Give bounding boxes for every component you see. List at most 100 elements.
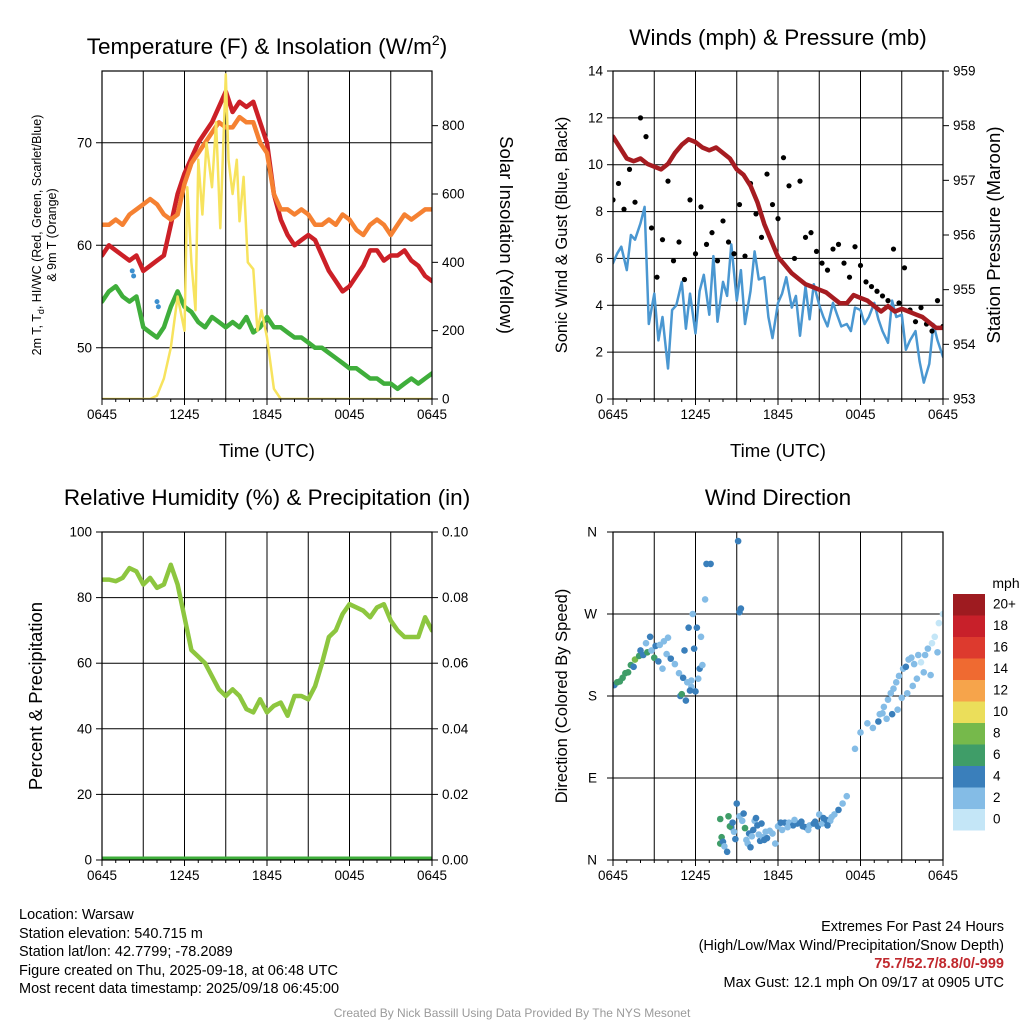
right-y-tick-label: 0.10 — [442, 525, 468, 540]
colorbar-label: 16 — [993, 640, 1008, 655]
colorbar-label: 10 — [993, 704, 1008, 719]
left-y-tick-label: 80 — [77, 590, 92, 605]
left-y-tick-label: 60 — [77, 238, 92, 253]
direction-point — [694, 675, 702, 682]
direction-point — [749, 826, 757, 834]
hi-wc-point — [129, 268, 135, 274]
gust-point — [736, 201, 743, 208]
direction-point — [769, 830, 776, 837]
gust-point — [879, 293, 886, 299]
direction-point — [663, 650, 670, 658]
gust-point — [846, 274, 853, 280]
direction-point — [681, 647, 688, 654]
left-y-tick-label: 10 — [588, 157, 603, 172]
y-tick-label: S — [588, 689, 597, 704]
direction-point — [679, 674, 687, 682]
direction-point — [909, 682, 917, 690]
direction-point — [738, 817, 746, 825]
x-tick-label: 0645 — [417, 407, 447, 422]
direction-point — [876, 710, 884, 718]
gust-point — [835, 241, 842, 247]
x-tick-label: 0645 — [87, 407, 117, 422]
y-tick-label: W — [584, 607, 597, 622]
gust-point — [791, 255, 798, 262]
direction-point — [740, 810, 747, 817]
plot-border — [612, 531, 944, 861]
x-tick-label: 0645 — [928, 868, 958, 883]
direction-point — [811, 818, 819, 826]
x-tick-label: 0645 — [598, 407, 628, 422]
2m-t-line — [102, 89, 432, 294]
9m-t-line — [102, 114, 432, 238]
wind-x-label: Time (UTC) — [730, 440, 826, 461]
most-recent-timestamp: Most recent data timestamp: 2025/09/18 0… — [19, 981, 340, 998]
rh-y-left-label: Percent & Precipitation — [25, 602, 46, 790]
direction-point — [655, 658, 662, 665]
right-y-tick-label: 800 — [442, 118, 465, 133]
direction-point — [675, 669, 683, 677]
direction-point — [778, 826, 786, 834]
series-layer — [613, 115, 943, 384]
direction-point — [875, 718, 882, 725]
solar-insolation-line — [102, 73, 432, 399]
direction-point — [934, 648, 941, 656]
direction-point — [697, 633, 705, 641]
direction-point — [939, 610, 943, 618]
direction-point — [914, 651, 922, 659]
wind-y-left-label: Sonic Wind & Gust (Blue, Black) — [553, 117, 571, 354]
station-info: Location: Warsaw Station elevation: 540.… — [19, 906, 339, 999]
gust-point — [687, 197, 693, 203]
direction-point — [903, 689, 911, 697]
direction-point — [748, 833, 756, 840]
gust-point — [615, 180, 622, 187]
gust-point — [824, 267, 831, 273]
gust-point — [901, 265, 908, 271]
gust-point — [819, 260, 825, 266]
y-tick-label: N — [587, 853, 597, 868]
left-y-tick-label: 70 — [77, 135, 92, 150]
y-tick-label: N — [587, 525, 597, 540]
left-y-tick-label: 6 — [595, 251, 603, 266]
direction-point — [762, 828, 769, 836]
left-y-tick-label: 4 — [595, 298, 603, 313]
direction-point — [857, 729, 864, 736]
direction-point — [839, 800, 846, 807]
gust-point — [929, 328, 935, 334]
temp-panel-title: Temperature (F) & Insolation (W/m2) — [87, 32, 447, 59]
direction-point — [725, 812, 732, 820]
direction-point — [869, 724, 877, 732]
gust-point — [681, 276, 688, 283]
direction-point — [828, 813, 835, 821]
colorbar-swatch — [953, 658, 985, 680]
sonic-wind-line — [613, 205, 943, 384]
direction-point — [928, 639, 936, 647]
direction-point — [895, 672, 903, 680]
gust-point — [626, 166, 633, 172]
direction-point — [820, 814, 827, 822]
x-tick-label: 0645 — [928, 407, 958, 422]
gust-point — [758, 234, 765, 240]
temperature-chart: 0645 1245 1845 0045 0645 50 60 70 0 200 400 600 800 — [77, 70, 465, 422]
left-y-tick-label: 100 — [69, 525, 92, 540]
direction-point — [732, 835, 739, 843]
left-y-tick-label: 12 — [588, 110, 603, 125]
max-gust: Max Gust: 12.1 mph On 09/17 at 0905 UTC — [723, 974, 1004, 991]
gust-point — [874, 288, 880, 294]
gust-point — [802, 234, 809, 240]
colorbar-label: 8 — [993, 726, 1001, 741]
gust-point — [753, 211, 759, 217]
colorbar-label: 4 — [993, 769, 1001, 784]
direction-point — [888, 710, 896, 718]
gust-point — [703, 241, 710, 247]
gust-point — [613, 197, 616, 203]
hi-wc-point — [155, 304, 161, 310]
direction-point — [648, 647, 655, 654]
x-tick-label: 1245 — [680, 407, 710, 422]
x-tick-label: 1245 — [680, 868, 710, 883]
colorbar-swatch — [953, 744, 985, 766]
colorbar-swatch — [953, 594, 985, 616]
direction-point — [693, 624, 701, 631]
gust-point — [676, 239, 682, 245]
plot-border — [101, 70, 433, 400]
gust-point — [670, 258, 677, 264]
